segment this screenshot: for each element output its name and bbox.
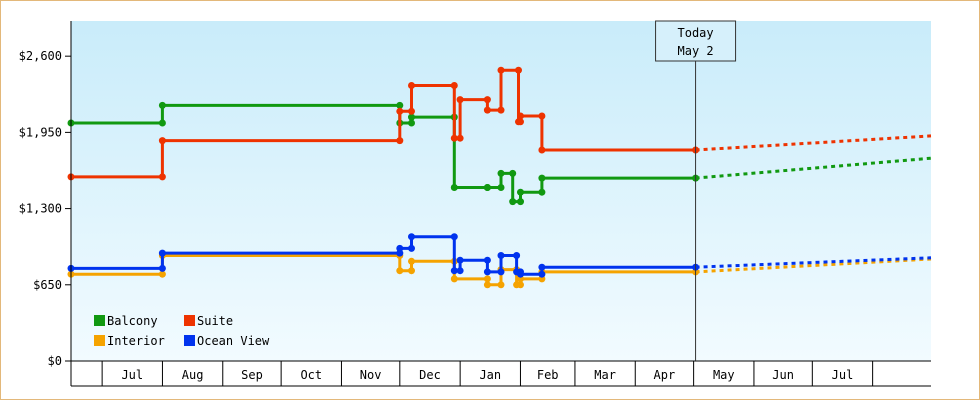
data-point-balcony[interactable]: [483, 184, 491, 191]
x-tick-label: Jan: [479, 368, 501, 382]
data-point-balcony[interactable]: [509, 169, 517, 177]
x-tick-label: Feb: [537, 368, 559, 382]
y-tick-label: $650: [33, 278, 62, 292]
data-point-suite[interactable]: [456, 96, 464, 104]
data-point-ocean-view[interactable]: [513, 252, 521, 259]
legend-label: Interior: [107, 334, 165, 348]
data-point-ocean-view[interactable]: [450, 233, 458, 241]
x-tick-label: Dec: [419, 368, 441, 382]
data-point-ocean-view[interactable]: [483, 268, 491, 276]
x-tick-label: Nov: [360, 368, 382, 382]
data-point-ocean-view[interactable]: [158, 264, 166, 272]
data-point-balcony[interactable]: [509, 198, 517, 206]
data-point-balcony[interactable]: [517, 188, 524, 196]
x-tick-label: Apr: [654, 368, 676, 382]
data-point-suite[interactable]: [158, 137, 166, 145]
today-label: Today: [678, 26, 714, 40]
data-point-suite[interactable]: [497, 106, 505, 114]
legend-label: Ocean View: [197, 334, 270, 348]
data-point-interior[interactable]: [408, 257, 415, 265]
data-point-ocean-view[interactable]: [408, 233, 415, 241]
data-point-ocean-view[interactable]: [497, 268, 505, 276]
data-point-ocean-view[interactable]: [517, 270, 524, 278]
x-tick-label: Jul: [832, 368, 854, 382]
x-tick-label: Jun: [772, 368, 794, 382]
legend-label: Balcony: [107, 314, 158, 328]
data-point-suite[interactable]: [483, 96, 491, 104]
data-point-ocean-view[interactable]: [456, 267, 464, 275]
data-point-suite[interactable]: [456, 134, 464, 142]
x-tick-label: Sep: [241, 368, 263, 382]
x-tick-label: Mar: [594, 368, 616, 382]
legend-item-balcony[interactable]: Balcony: [94, 314, 158, 328]
y-tick-label: $0: [48, 354, 62, 368]
data-point-balcony[interactable]: [450, 184, 458, 191]
data-point-suite[interactable]: [517, 118, 524, 126]
x-tick-label: Aug: [182, 368, 204, 382]
data-point-suite[interactable]: [497, 66, 505, 74]
data-point-ocean-view[interactable]: [456, 256, 464, 264]
data-point-interior[interactable]: [408, 267, 415, 275]
legend-item-ocean-view[interactable]: Ocean View: [184, 334, 270, 348]
y-tick-label: $2,600: [19, 49, 62, 63]
data-point-suite[interactable]: [408, 107, 415, 115]
legend-item-suite[interactable]: Suite: [184, 314, 233, 328]
data-point-ocean-view[interactable]: [450, 267, 458, 275]
series-balcony: [67, 101, 932, 206]
series-suite: [67, 66, 932, 181]
data-point-interior[interactable]: [450, 275, 458, 283]
data-point-suite[interactable]: [450, 82, 458, 89]
data-point-balcony[interactable]: [158, 101, 166, 109]
data-point-suite[interactable]: [450, 134, 458, 142]
data-point-interior[interactable]: [158, 270, 166, 278]
x-tick-label: Jul: [121, 368, 143, 382]
legend: Balcony Suite Interior Ocean View: [94, 314, 270, 348]
data-point-suite[interactable]: [517, 112, 524, 120]
legend-label: Suite: [197, 314, 233, 328]
data-point-suite[interactable]: [396, 107, 404, 115]
data-point-ocean-view[interactable]: [538, 270, 546, 278]
series-ocean-view: [67, 233, 932, 278]
legend-swatch: [184, 335, 195, 346]
legend-item-interior[interactable]: Interior: [94, 334, 165, 348]
data-point-interior[interactable]: [396, 267, 404, 275]
data-point-ocean-view[interactable]: [497, 252, 505, 259]
data-point-suite[interactable]: [538, 112, 546, 120]
data-point-ocean-view[interactable]: [158, 249, 166, 257]
data-point-interior[interactable]: [483, 281, 491, 289]
data-point-interior[interactable]: [517, 281, 524, 289]
data-point-suite[interactable]: [515, 66, 522, 74]
data-point-suite[interactable]: [396, 137, 404, 145]
data-point-suite[interactable]: [158, 173, 166, 181]
today-label-box: [655, 20, 737, 62]
data-point-balcony[interactable]: [517, 198, 524, 206]
data-point-balcony[interactable]: [538, 188, 546, 196]
data-point-ocean-view[interactable]: [483, 256, 491, 264]
data-point-balcony[interactable]: [396, 101, 404, 109]
data-point-suite[interactable]: [538, 146, 546, 154]
legend-swatch: [94, 315, 105, 326]
x-tick-label: Oct: [300, 368, 322, 382]
data-point-balcony[interactable]: [408, 119, 415, 127]
data-point-ocean-view[interactable]: [538, 263, 546, 271]
data-point-suite[interactable]: [483, 106, 491, 114]
data-point-balcony[interactable]: [497, 184, 505, 191]
data-point-balcony[interactable]: [408, 113, 415, 121]
data-point-balcony[interactable]: [497, 169, 505, 177]
today-date-label: May 2: [678, 44, 714, 58]
data-point-ocean-view[interactable]: [408, 244, 415, 252]
legend-swatch: [184, 315, 195, 326]
data-point-balcony[interactable]: [158, 119, 166, 127]
y-tick-label: $1,300: [19, 202, 62, 216]
x-tick-label: May: [713, 368, 735, 382]
data-point-balcony[interactable]: [538, 174, 546, 182]
y-tick-label: $1,950: [19, 125, 62, 139]
data-point-interior[interactable]: [483, 275, 491, 283]
data-point-suite[interactable]: [408, 82, 415, 89]
legend-swatch: [94, 335, 105, 346]
data-point-ocean-view[interactable]: [396, 244, 404, 252]
data-point-interior[interactable]: [497, 281, 505, 289]
